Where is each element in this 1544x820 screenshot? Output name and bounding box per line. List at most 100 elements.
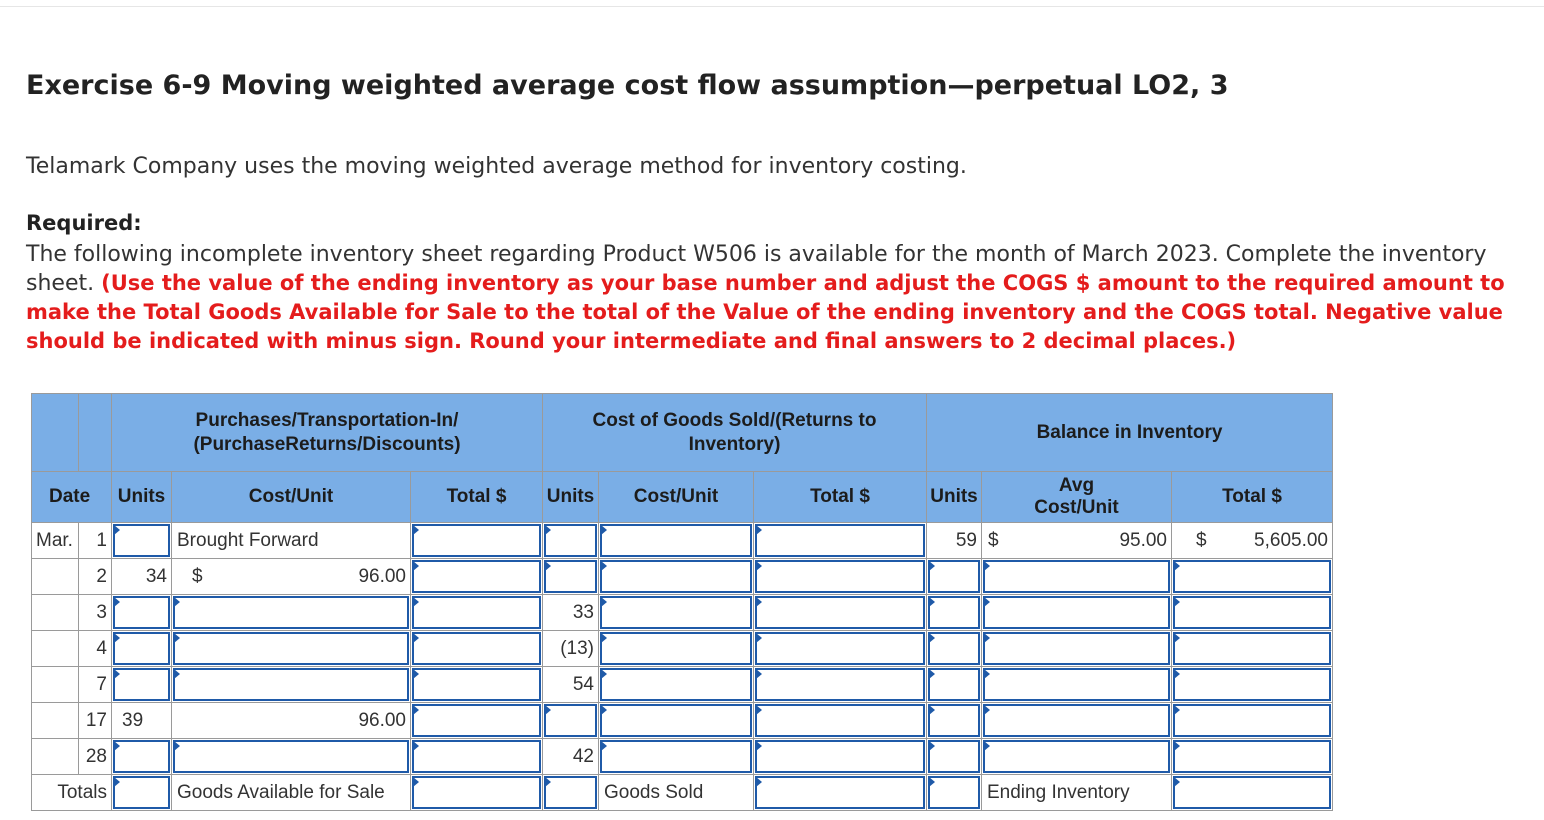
day-cell: 17 — [78, 702, 112, 739]
balance-total-input[interactable] — [1171, 594, 1333, 631]
purchase-units-input[interactable] — [111, 630, 172, 667]
goods-available-total-input[interactable] — [410, 774, 543, 811]
purchase-total-input[interactable] — [410, 558, 543, 595]
balance-avg-cost-input[interactable] — [981, 558, 1172, 595]
header-row-groups: Purchases/Transportation-In/ (PurchaseRe… — [31, 393, 1333, 472]
balance-units-input[interactable] — [926, 738, 982, 775]
balance-units-input[interactable] — [926, 702, 982, 739]
balance-units-input[interactable] — [926, 666, 982, 703]
purchase-total-input[interactable] — [410, 630, 543, 667]
balance-units-input[interactable] — [926, 558, 982, 595]
purchase-cost-unit-input[interactable] — [171, 630, 411, 667]
totals-row: Totals Goods Available for Sale Goods So… — [31, 774, 1333, 811]
goods-available-label: Goods Available for Sale — [171, 774, 411, 811]
month-cell — [31, 666, 79, 703]
cogs-units-cell: 33 — [542, 594, 599, 631]
header-cogs-units: Units — [542, 471, 599, 523]
cogs-cost-unit-input[interactable] — [598, 558, 754, 595]
cogs-total-input[interactable] — [753, 666, 927, 703]
cogs-total-input[interactable] — [753, 594, 927, 631]
balance-avg-cost-value: 95.00 — [1119, 529, 1167, 551]
cogs-units-input[interactable] — [542, 702, 599, 739]
cogs-cost-unit-input[interactable] — [598, 666, 754, 703]
cogs-total-input[interactable] — [753, 630, 927, 667]
balance-total-input[interactable] — [1171, 702, 1333, 739]
day-cell: 7 — [78, 666, 112, 703]
purchase-total-input[interactable] — [410, 594, 543, 631]
cogs-total-input[interactable] — [753, 702, 927, 739]
purchase-total-input[interactable] — [410, 702, 543, 739]
cogs-units-input[interactable] — [542, 522, 599, 559]
purchase-cost-unit-input[interactable] — [171, 738, 411, 775]
top-divider — [0, 6, 1544, 7]
total-cogs-units-input[interactable] — [542, 774, 599, 811]
header-balance: Balance in Inventory — [926, 393, 1333, 472]
header-purchases: Purchases/Transportation-In/ (PurchaseRe… — [111, 393, 543, 472]
cogs-total-input[interactable] — [753, 522, 927, 559]
header-blank — [31, 393, 79, 472]
cogs-cost-unit-input[interactable] — [598, 630, 754, 667]
balance-units-input[interactable] — [926, 630, 982, 667]
month-cell: Mar. — [31, 522, 79, 559]
day-cell: 28 — [78, 738, 112, 775]
purchase-total-input[interactable] — [410, 522, 543, 559]
header-cogs-total: Total $ — [753, 471, 927, 523]
required-label: Required: — [26, 211, 142, 235]
header-balance-units: Units — [926, 471, 982, 523]
cogs-cost-unit-input[interactable] — [598, 738, 754, 775]
balance-avg-cost-input[interactable] — [981, 702, 1172, 739]
balance-avg-cost-cell: $95.00 — [981, 522, 1172, 559]
month-cell — [31, 630, 79, 667]
balance-total-input[interactable] — [1171, 738, 1333, 775]
table-row: Mar. 1 Brought Forward 59 $95.00 $5,605.… — [31, 522, 1333, 559]
purchase-cost-unit-input[interactable] — [171, 666, 411, 703]
balance-avg-cost-input[interactable] — [981, 738, 1172, 775]
ending-units-input[interactable] — [926, 774, 982, 811]
table-row: 17 39 96.00 — [31, 702, 1333, 739]
total-purchase-units-input[interactable] — [111, 774, 172, 811]
purchase-total-input[interactable] — [410, 666, 543, 703]
required-text: The following incomplete inventory sheet… — [26, 242, 1487, 296]
cogs-units-cell: 42 — [542, 738, 599, 775]
cogs-total-input[interactable] — [753, 738, 927, 775]
balance-total-input[interactable] — [1171, 630, 1333, 667]
table-row: 2 34 $96.00 — [31, 558, 1333, 595]
purchase-units-input[interactable] — [111, 738, 172, 775]
header-purchase-total: Total $ — [410, 471, 543, 523]
table-row: 4 (13) — [31, 630, 1333, 667]
header-date: Date — [31, 471, 112, 523]
inventory-sheet-table: Purchases/Transportation-In/ (PurchaseRe… — [31, 393, 1333, 811]
brought-forward-label: Brought Forward — [171, 522, 411, 559]
cogs-total-input[interactable] — [753, 558, 927, 595]
cogs-cost-unit-input[interactable] — [598, 522, 754, 559]
cogs-cost-unit-input[interactable] — [598, 702, 754, 739]
purchase-units-input[interactable] — [111, 666, 172, 703]
header-balance-avg-cost: Avg Cost/Unit — [981, 471, 1172, 523]
balance-total-input[interactable] — [1171, 666, 1333, 703]
cogs-units-input[interactable] — [542, 558, 599, 595]
ending-inventory-label: Ending Inventory — [981, 774, 1172, 811]
day-cell: 2 — [78, 558, 112, 595]
purchase-total-input[interactable] — [410, 738, 543, 775]
day-cell: 1 — [78, 522, 112, 559]
balance-units-cell: 59 — [926, 522, 982, 559]
table-row: 28 42 — [31, 738, 1333, 775]
balance-avg-cost-input[interactable] — [981, 594, 1172, 631]
cogs-cost-unit-input[interactable] — [598, 594, 754, 631]
purchase-cost-unit-cell: 96.00 — [171, 702, 411, 739]
balance-units-input[interactable] — [926, 594, 982, 631]
cogs-units-cell: (13) — [542, 630, 599, 667]
balance-total-cell: $5,605.00 — [1171, 522, 1333, 559]
header-cogs: Cost of Goods Sold/(Returns to Inventory… — [542, 393, 927, 472]
purchase-cost-unit-input[interactable] — [171, 594, 411, 631]
balance-avg-cost-input[interactable] — [981, 630, 1172, 667]
balance-total-input[interactable] — [1171, 558, 1333, 595]
balance-avg-cost-input[interactable] — [981, 666, 1172, 703]
totals-label: Totals — [31, 774, 112, 811]
required-instruction: (Use the value of the ending inventory a… — [26, 271, 1505, 353]
ending-inventory-total-input[interactable] — [1171, 774, 1333, 811]
purchase-units-input[interactable] — [111, 522, 172, 559]
intro-text: Telamark Company uses the moving weighte… — [26, 154, 967, 179]
goods-sold-total-input[interactable] — [753, 774, 927, 811]
purchase-units-input[interactable] — [111, 594, 172, 631]
